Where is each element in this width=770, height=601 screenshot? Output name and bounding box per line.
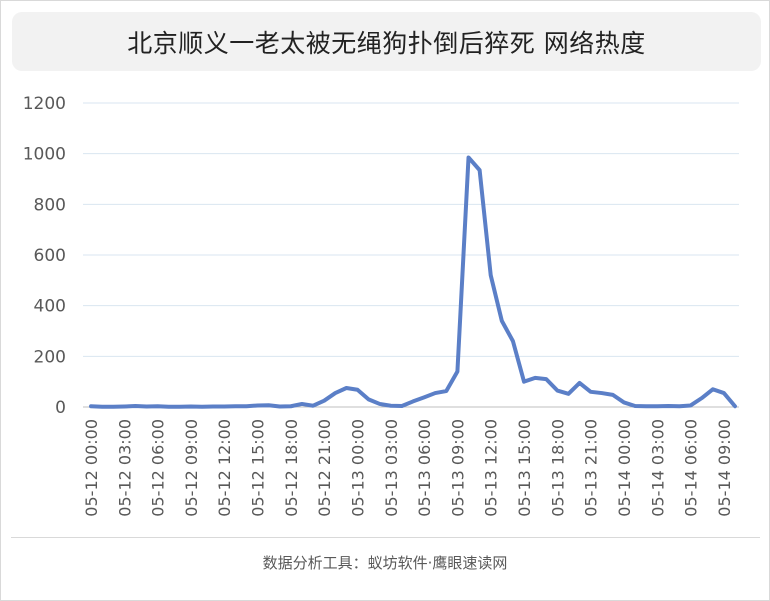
data-point — [355, 388, 359, 392]
y-tick-label: 0 — [55, 398, 66, 418]
data-point — [278, 404, 282, 408]
y-tick-label: 400 — [34, 297, 66, 317]
x-tick-label: 05-13 18:00 — [548, 419, 567, 517]
data-point — [655, 404, 659, 408]
x-tick-label: 05-12 06:00 — [149, 419, 168, 517]
data-point — [666, 404, 670, 408]
data-point — [578, 381, 582, 385]
data-point — [500, 319, 504, 323]
data-point — [167, 405, 171, 409]
data-point — [367, 397, 371, 401]
data-point — [411, 399, 415, 403]
x-tick-label: 05-13 09:00 — [448, 419, 467, 517]
data-point — [100, 405, 104, 409]
data-point — [222, 404, 226, 408]
x-tick-label: 05-13 21:00 — [582, 419, 601, 517]
data-point — [533, 376, 537, 380]
series-line — [89, 155, 737, 409]
data-point — [622, 400, 626, 404]
x-tick-label: 05-14 09:00 — [715, 419, 734, 517]
x-tick-label: 05-14 06:00 — [682, 419, 701, 517]
x-axis: 05-12 00:00 05-12 03:00 05-12 06:00 05-12 0… — [82, 419, 734, 517]
data-point — [689, 403, 693, 407]
data-point — [711, 387, 715, 391]
data-point — [722, 391, 726, 395]
data-point — [200, 405, 204, 409]
data-point — [700, 396, 704, 400]
data-point — [522, 380, 526, 384]
data-point — [89, 404, 93, 408]
data-point — [555, 389, 559, 393]
x-tick-label: 05-14 00:00 — [615, 419, 634, 517]
data-point — [433, 391, 437, 395]
x-tick-label: 05-13 03:00 — [382, 419, 401, 517]
x-tick-label: 05-12 18:00 — [282, 419, 301, 517]
data-point — [589, 390, 593, 394]
source-note: 数据分析工具：蚁坊软件·鹰眼速读网 — [262, 554, 508, 572]
data-point — [677, 404, 681, 408]
title-bar: 北京顺义一老太被无绳狗扑倒后猝死 网络热度 — [12, 12, 761, 71]
x-tick-label: 05-12 21:00 — [315, 419, 334, 517]
footer-divider — [11, 537, 760, 538]
data-point — [733, 404, 737, 408]
data-point — [333, 391, 337, 395]
chart-title: 北京顺义一老太被无绳狗扑倒后猝死 网络热度 — [127, 28, 646, 58]
data-point — [233, 404, 237, 408]
x-tick-label: 05-13 00:00 — [348, 419, 367, 517]
x-tick-label: 05-14 03:00 — [648, 419, 667, 517]
data-point — [122, 404, 126, 408]
x-tick-label: 05-13 12:00 — [482, 419, 501, 517]
x-tick-label: 05-12 15:00 — [249, 419, 268, 517]
x-tick-label: 05-13 15:00 — [515, 419, 534, 517]
data-point — [256, 403, 260, 407]
data-point — [611, 393, 615, 397]
data-point — [289, 404, 293, 408]
y-axis: 0 200 400 600 800 1000 1200 — [23, 94, 66, 418]
y-tick-label: 800 — [34, 195, 66, 215]
data-point — [600, 391, 604, 395]
x-tick-label: 05-12 12:00 — [215, 419, 234, 517]
data-point — [478, 168, 482, 172]
data-point — [244, 404, 248, 408]
data-point — [300, 402, 304, 406]
data-point — [444, 389, 448, 393]
data-point — [211, 404, 215, 408]
y-tick-label: 1200 — [23, 94, 66, 114]
data-point — [178, 405, 182, 409]
data-point — [389, 404, 393, 408]
data-point — [489, 273, 493, 277]
data-point — [644, 404, 648, 408]
series-line-group — [89, 155, 737, 409]
data-point — [544, 377, 548, 381]
data-point — [511, 339, 515, 343]
data-point — [311, 404, 315, 408]
data-point — [189, 404, 193, 408]
data-point — [566, 392, 570, 396]
y-tick-label: 600 — [34, 246, 66, 266]
data-point — [111, 405, 115, 409]
data-point — [422, 395, 426, 399]
y-tick-label: 1000 — [23, 145, 66, 165]
x-tick-label: 05-12 09:00 — [182, 419, 201, 517]
data-point — [322, 399, 326, 403]
x-tick-label: 05-12 03:00 — [115, 419, 134, 517]
data-point — [633, 404, 637, 408]
x-tick-label: 05-12 00:00 — [82, 419, 101, 517]
x-tick-label: 05-13 06:00 — [415, 419, 434, 517]
y-tick-label: 200 — [34, 347, 66, 367]
data-point — [156, 404, 160, 408]
grid-lines — [83, 102, 739, 408]
data-point — [455, 370, 459, 374]
data-point — [267, 403, 271, 407]
data-point — [467, 155, 471, 159]
data-point — [344, 386, 348, 390]
data-point — [400, 404, 404, 408]
data-point — [145, 404, 149, 408]
data-point — [378, 402, 382, 406]
data-point — [133, 404, 137, 408]
